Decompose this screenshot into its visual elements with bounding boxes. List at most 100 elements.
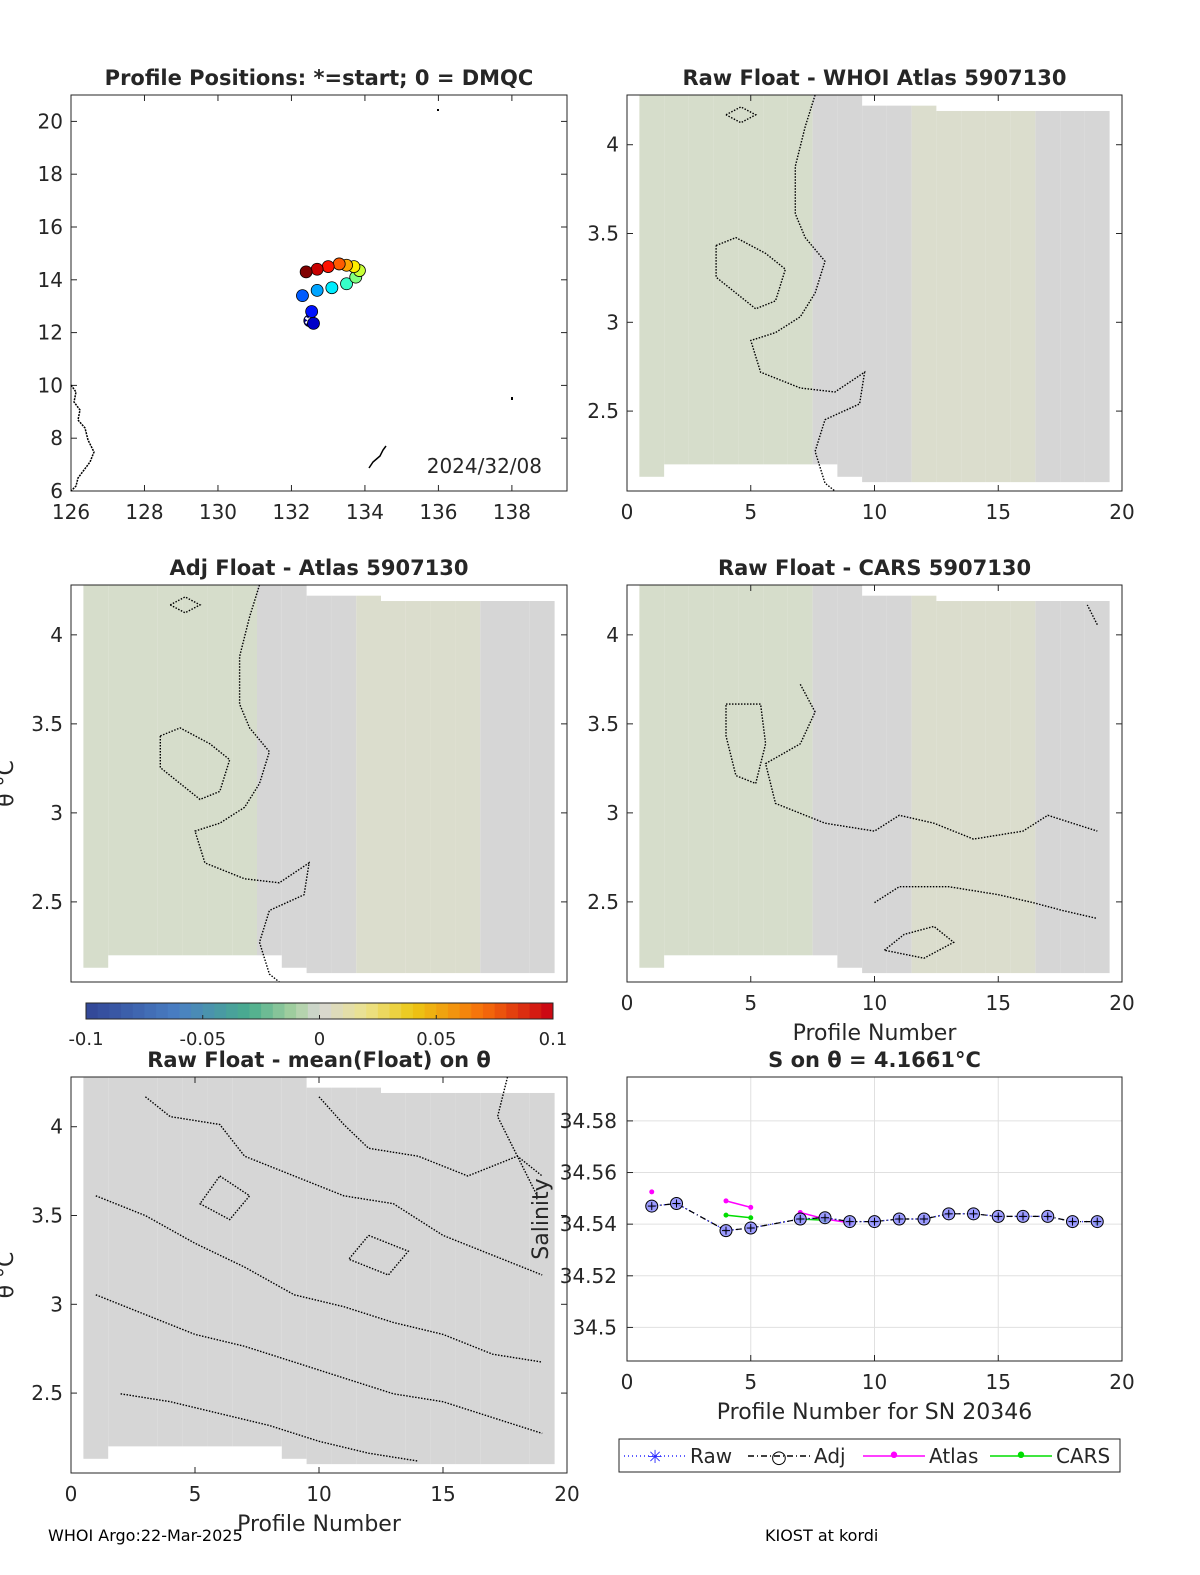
contour-line <box>169 596 202 614</box>
contour-line <box>883 925 955 959</box>
heatmap-title: Raw Float - WHOI Atlas 5907130 <box>682 66 1066 90</box>
contour-line <box>725 703 767 785</box>
colorbar-swatch <box>482 1003 496 1019</box>
legend: ✳ Raw ○ Adj • Atlas • CARS <box>618 1438 1121 1473</box>
x-tick-label: 20 <box>1109 991 1134 1015</box>
colorbar-swatch <box>494 1003 507 1019</box>
x-tick-label: 5 <box>744 1370 757 1394</box>
heatmap-panel-1: Raw Float - WHOI Atlas 5907130 0 5 10 15 20 2.… <box>587 66 1135 524</box>
profile-position-marker <box>310 283 324 297</box>
profile-column <box>911 105 937 483</box>
profile-column <box>133 1077 158 1447</box>
contour-line <box>725 106 758 124</box>
x-axis-label: Profile Number for SN 20346 <box>717 1400 1032 1425</box>
x-tick-label: 132 <box>272 500 310 524</box>
colorbar-swatch <box>459 1003 472 1019</box>
colorbar-tick-label: 0 <box>314 1029 325 1050</box>
profile-column <box>837 95 863 477</box>
colorbar-swatch <box>237 1003 250 1019</box>
series-line-raw <box>651 1202 1098 1232</box>
x-tick-label: 10 <box>862 500 887 524</box>
contour-line <box>764 683 1098 840</box>
profile-column <box>505 1092 530 1465</box>
profile-column <box>713 585 739 956</box>
heatmap-panel-2: Adj Float - Atlas 5907130 2.5 3 3.5 4 θ °C <box>0 556 568 983</box>
x-tick-label: 126 <box>52 500 90 524</box>
x-tick-label: 0 <box>621 1370 634 1394</box>
x-tick-label: 0 <box>65 1482 78 1506</box>
profile-column <box>886 595 912 974</box>
heatmap-title: Adj Float - Atlas 5907130 <box>169 556 468 580</box>
profile-column <box>1010 601 1036 974</box>
y-tick-label: 16 <box>38 215 63 239</box>
axes-frame <box>70 94 568 492</box>
colorbar-swatch <box>261 1003 274 1019</box>
contour-line <box>715 236 787 310</box>
legend-marker-atlas: • <box>888 1444 901 1469</box>
profile-column <box>664 585 689 956</box>
profile-column <box>688 585 714 956</box>
y-tick-label: 10 <box>38 373 63 397</box>
profile-column <box>182 585 208 956</box>
legend-marker-cars: • <box>1015 1444 1028 1469</box>
profile-column <box>738 95 764 465</box>
contour-line <box>144 1096 543 1276</box>
x-tick-label: 20 <box>1109 1370 1134 1394</box>
y-axis-label: Salinity <box>529 1178 554 1259</box>
x-tick-label: 0 <box>621 991 634 1015</box>
x-axis-label: Profile Number <box>793 1021 958 1046</box>
y-tick-label: 6 <box>50 479 63 503</box>
legend-label-cars: CARS <box>1056 1444 1110 1468</box>
cars-marker <box>723 1212 729 1218</box>
colorbar-swatch <box>179 1003 192 1019</box>
y-tick-label: 3 <box>606 801 619 825</box>
positions-title: Profile Positions: *=start; 0 = DMQC <box>105 66 534 90</box>
colorbar: -0.1 -0.05 0 0.05 0.1 <box>68 1002 567 1050</box>
x-tick-label: 5 <box>189 1482 202 1506</box>
colorbar-swatch <box>97 1003 110 1019</box>
atlas-marker <box>723 1198 729 1204</box>
profile-column <box>108 1077 133 1447</box>
colorbar-tick-label: -0.05 <box>179 1029 226 1050</box>
y-tick-label: 34.52 <box>560 1264 617 1288</box>
profile-column <box>331 1087 357 1465</box>
colorbar-swatch <box>529 1003 542 1019</box>
colorbar-swatch <box>541 1003 554 1019</box>
x-tick-label: 15 <box>430 1482 455 1506</box>
y-tick-label: 2.5 <box>31 890 63 914</box>
colorbar-swatch <box>342 1003 356 1019</box>
profile-column <box>1084 601 1110 974</box>
contour-line <box>1086 604 1098 626</box>
profile-column <box>862 595 887 974</box>
contour-line <box>198 1175 251 1221</box>
profile-column <box>1060 601 1085 974</box>
y-tick-label: 4 <box>606 623 619 647</box>
profile-column <box>133 585 158 956</box>
island-marker <box>437 109 439 111</box>
profile-column <box>936 601 962 974</box>
profile-position-marker <box>310 262 324 276</box>
colorbar-swatch <box>436 1003 449 1019</box>
profile-column <box>529 601 555 974</box>
profile-column <box>207 585 233 956</box>
profile-column <box>886 105 912 483</box>
y-tick-label: 8 <box>50 426 63 450</box>
x-tick-label: 10 <box>306 1482 331 1506</box>
profile-position-marker <box>340 277 353 291</box>
profile-column <box>639 585 665 968</box>
profile-column <box>306 1087 332 1465</box>
x-tick-label: 5 <box>744 991 757 1015</box>
colorbar-swatch <box>109 1003 122 1019</box>
y-tick-label: 3 <box>50 1292 63 1316</box>
cars-marker <box>748 1215 754 1221</box>
colorbar-swatch <box>517 1003 531 1019</box>
coastline <box>70 384 95 492</box>
footer-left-text: WHOI Argo:22-Mar-2025 <box>48 1526 243 1545</box>
profile-column <box>911 595 937 974</box>
colorbar-swatch <box>506 1003 519 1019</box>
profile-column <box>837 585 863 968</box>
colorbar-swatch <box>202 1003 215 1019</box>
legend-label-atlas: Atlas <box>929 1444 978 1468</box>
profile-column <box>1035 110 1061 483</box>
